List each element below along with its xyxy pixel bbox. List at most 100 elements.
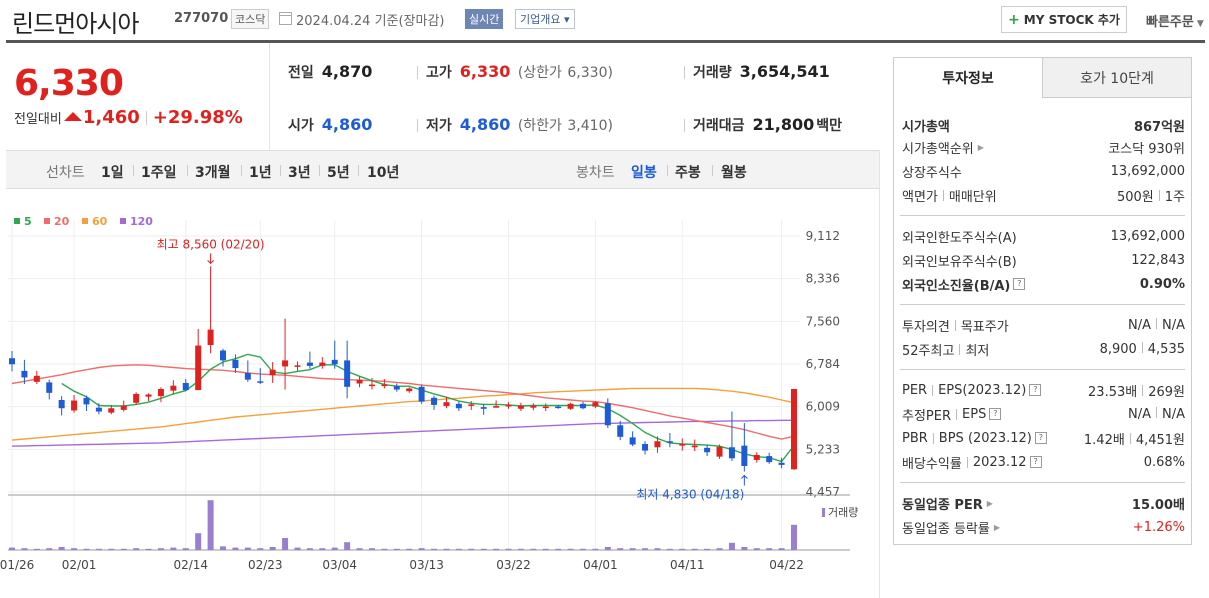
volume-bar: [244, 547, 251, 550]
candle-body: [282, 360, 289, 367]
dividend-label: 배당수익률: [902, 456, 962, 472]
corp-info-button[interactable]: 기업개요 ▾: [515, 9, 575, 29]
foreign-rate-value: 0.90%: [1139, 276, 1185, 292]
candlestick-chart[interactable]: 5 20 60 120 9,112 8,336 7,560 6,784 6,009 5,233 4,…: [0, 190, 880, 598]
price-chart[interactable]: 5 20 60 120 9,112 8,336 7,560 6,784 6,009 5,233 4,…: [0, 190, 880, 598]
candle-body: [356, 379, 363, 384]
target-value: N/A: [1162, 317, 1185, 333]
separator: [1129, 432, 1131, 444]
separator: [1156, 406, 1157, 418]
candle-body: [33, 375, 40, 382]
candle-body: [617, 425, 624, 437]
change-value: 1,460: [82, 107, 140, 128]
separator: [956, 408, 958, 420]
period-10y[interactable]: 10년: [367, 165, 400, 181]
period-daily[interactable]: 일봉: [631, 165, 657, 181]
market-cap-rank-row[interactable]: 시가총액순위 ▶ 코스닥 930위: [902, 135, 1185, 159]
volume-bar: [617, 548, 624, 550]
y-tick-label: 7,560: [806, 314, 840, 328]
legend-swatch: [14, 218, 20, 224]
volume-bar: [393, 548, 400, 550]
prev-close: 전일 4,870: [288, 62, 372, 82]
tab-invest-info[interactable]: 투자정보: [894, 58, 1043, 98]
candle-body: [257, 381, 264, 383]
sector-rate-row[interactable]: 동일업종 등락률 ▶ +1.26%: [902, 515, 1185, 539]
week52-high: 8,900: [1099, 341, 1137, 357]
candle-body: [145, 394, 152, 397]
chevron-down-icon: ▾: [563, 13, 570, 26]
period-weekly[interactable]: 주봉: [675, 165, 701, 181]
volume-bar: [356, 548, 363, 550]
foreign-limit-label: 외국인한도주식수(A): [902, 230, 1017, 246]
par-value-row: 액면가 매매단위 500원 1주: [902, 183, 1185, 207]
volume-bar: [666, 548, 673, 550]
market-cap-row: 시가총액 867억원: [902, 113, 1185, 137]
realtime-badge[interactable]: 실시간: [465, 9, 504, 29]
candle-body: [393, 386, 400, 390]
tab-orderbook[interactable]: 호가 10단계: [1043, 58, 1191, 98]
period-5y[interactable]: 5년: [327, 165, 350, 181]
help-icon[interactable]: ?: [1013, 278, 1026, 290]
x-tick-label: 04/01: [583, 558, 618, 572]
divider: [900, 215, 1185, 216]
volume-bar: [704, 548, 711, 550]
week52-low-label: 최저: [965, 343, 990, 359]
trade-unit-label: 매매단위: [948, 189, 997, 205]
separator: [954, 319, 956, 331]
volume-bar: [728, 542, 735, 550]
x-tick-label: 03/13: [409, 558, 444, 572]
volume-bar: [517, 548, 524, 550]
help-icon[interactable]: ?: [1029, 456, 1042, 468]
help-icon[interactable]: ?: [1029, 384, 1042, 396]
period-monthly[interactable]: 월봉: [721, 165, 747, 181]
market-badge: 코스닥: [231, 9, 270, 29]
separator: [712, 165, 713, 176]
volume-bar: [331, 547, 338, 550]
volume-bar: [629, 548, 636, 550]
foreign-hold-label: 외국인보유주식수(B): [902, 254, 1017, 270]
period-3m[interactable]: 3개월: [195, 165, 231, 181]
x-tick-label: 03/22: [496, 558, 531, 572]
volume-bar: [368, 548, 375, 550]
separator: [932, 384, 934, 396]
sector-per-value: 15.00배: [1131, 497, 1185, 513]
week52-high-label: 52주최고: [902, 343, 955, 359]
candle-body: [443, 402, 450, 407]
volume-bar: [306, 548, 313, 550]
period-1y[interactable]: 1년: [249, 165, 272, 181]
low-value: 4,860: [459, 115, 511, 134]
quick-order-button[interactable]: 빠른주문 ▼: [1146, 11, 1204, 30]
foreign-hold-row: 외국인보유주식수(B) 122,843: [902, 248, 1185, 272]
sector-per-row[interactable]: 동일업종 PER ▶ 15.00배: [902, 491, 1185, 515]
period-1d[interactable]: 1일: [101, 165, 124, 181]
corp-info-label: 기업개요: [520, 13, 561, 26]
prev-close-value: 4,870: [321, 62, 373, 81]
amount-unit: 백만: [816, 118, 843, 134]
high-value: 6,330: [459, 62, 511, 81]
quick-order-label: 빠른주문: [1146, 15, 1194, 30]
separator: [966, 456, 968, 468]
candle-body: [207, 329, 214, 345]
help-icon[interactable]: ?: [1034, 432, 1047, 444]
period-3y[interactable]: 3년: [288, 165, 311, 181]
separator: [684, 119, 685, 132]
listed-shares-row: 상장주식수 13,692,000: [902, 159, 1185, 183]
volume-bar: [381, 548, 388, 550]
amount-value: 21,800: [752, 115, 815, 134]
open-value: 4,860: [321, 115, 373, 134]
mystock-add-button[interactable]: + MY STOCK 추가: [1001, 6, 1127, 33]
separator: [417, 66, 418, 79]
separator: [417, 119, 418, 132]
week52-row: 52주최고 최저 8,900 4,535: [902, 337, 1185, 361]
period-1w[interactable]: 1주일: [141, 165, 177, 181]
volume-bar: [455, 548, 462, 550]
help-icon[interactable]: ?: [989, 408, 1002, 420]
foreign-limit-value: 13,692,000: [1110, 228, 1185, 244]
volume-value: 3,654,541: [739, 62, 830, 81]
low-arrow-icon: [740, 474, 748, 486]
dividend-value: 0.68%: [1143, 454, 1185, 470]
separator: [1141, 341, 1143, 353]
market-cap-value: 867억원: [1133, 119, 1185, 135]
candle-body: [431, 397, 438, 405]
ma120-line: [11, 419, 794, 447]
